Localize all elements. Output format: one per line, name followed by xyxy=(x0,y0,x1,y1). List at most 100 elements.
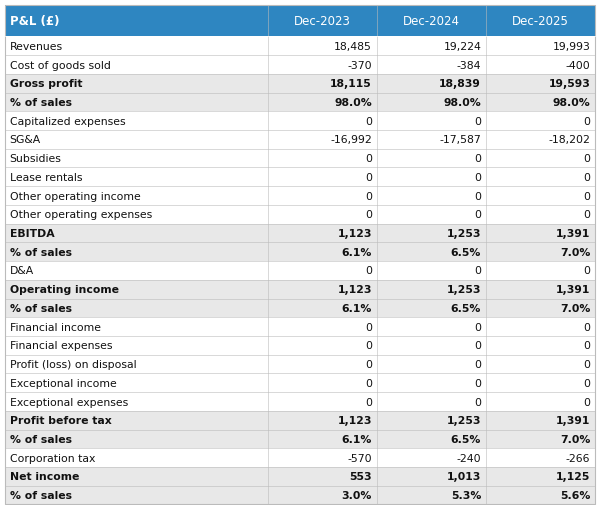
Text: 0: 0 xyxy=(583,378,590,388)
Bar xyxy=(5,486,595,504)
Text: Other operating expenses: Other operating expenses xyxy=(10,210,152,220)
Text: -370: -370 xyxy=(347,61,372,70)
Text: 0: 0 xyxy=(583,397,590,407)
Text: 1,123: 1,123 xyxy=(337,416,372,425)
Text: 19,593: 19,593 xyxy=(548,79,590,89)
Text: 19,993: 19,993 xyxy=(553,42,590,52)
Text: 0: 0 xyxy=(365,154,372,164)
Text: -570: -570 xyxy=(347,453,372,463)
Text: 5.3%: 5.3% xyxy=(451,490,481,500)
Text: 0: 0 xyxy=(474,378,481,388)
Text: 1,253: 1,253 xyxy=(446,285,481,294)
Text: 7.0%: 7.0% xyxy=(560,304,590,313)
Bar xyxy=(5,318,595,336)
Bar xyxy=(5,112,595,131)
Text: 1,391: 1,391 xyxy=(556,229,590,238)
Text: 0: 0 xyxy=(365,266,372,276)
Text: 0: 0 xyxy=(365,360,372,369)
Text: -240: -240 xyxy=(457,453,481,463)
Text: Subsidies: Subsidies xyxy=(10,154,61,164)
Bar xyxy=(486,6,595,37)
Bar xyxy=(5,224,595,243)
Bar xyxy=(5,6,268,37)
Text: -17,587: -17,587 xyxy=(439,135,481,145)
Bar xyxy=(5,168,595,187)
Text: 18,839: 18,839 xyxy=(439,79,481,89)
Bar xyxy=(5,93,595,112)
Text: 0: 0 xyxy=(583,210,590,220)
Text: 19,224: 19,224 xyxy=(443,42,481,52)
Text: 0: 0 xyxy=(474,173,481,182)
Text: 0: 0 xyxy=(474,322,481,332)
Bar xyxy=(5,411,595,430)
Text: Operating income: Operating income xyxy=(10,285,119,294)
Bar xyxy=(377,6,486,37)
Text: -384: -384 xyxy=(457,61,481,70)
Text: 1,123: 1,123 xyxy=(337,229,372,238)
Text: 6.5%: 6.5% xyxy=(451,304,481,313)
Text: 0: 0 xyxy=(474,191,481,201)
Text: 0: 0 xyxy=(365,341,372,350)
Text: -266: -266 xyxy=(566,453,590,463)
Text: Profit (loss) on disposal: Profit (loss) on disposal xyxy=(10,360,136,369)
Text: 1,253: 1,253 xyxy=(446,416,481,425)
Text: 7.0%: 7.0% xyxy=(560,434,590,444)
Bar xyxy=(5,149,595,168)
Text: 0: 0 xyxy=(583,322,590,332)
Text: P&L (£): P&L (£) xyxy=(10,15,59,28)
Text: % of sales: % of sales xyxy=(10,304,71,313)
Text: 7.0%: 7.0% xyxy=(560,247,590,257)
Text: Net income: Net income xyxy=(10,472,79,481)
Text: 18,115: 18,115 xyxy=(330,79,372,89)
Text: 1,125: 1,125 xyxy=(556,472,590,481)
Text: 6.5%: 6.5% xyxy=(451,247,481,257)
Text: Financial expenses: Financial expenses xyxy=(10,341,112,350)
Bar xyxy=(5,336,595,355)
Bar xyxy=(5,355,595,374)
Text: 0: 0 xyxy=(583,173,590,182)
Text: Other operating income: Other operating income xyxy=(10,191,140,201)
Text: Dec-2024: Dec-2024 xyxy=(403,15,460,28)
Text: 6.1%: 6.1% xyxy=(341,434,372,444)
Text: % of sales: % of sales xyxy=(10,247,71,257)
Text: Cost of goods sold: Cost of goods sold xyxy=(10,61,110,70)
Text: 0: 0 xyxy=(474,117,481,126)
Text: 0: 0 xyxy=(365,210,372,220)
Text: 0: 0 xyxy=(474,266,481,276)
Bar xyxy=(5,37,595,56)
Bar xyxy=(5,448,595,467)
Text: 0: 0 xyxy=(365,117,372,126)
Text: 3.0%: 3.0% xyxy=(341,490,372,500)
Text: 0: 0 xyxy=(365,191,372,201)
Text: 0: 0 xyxy=(365,322,372,332)
Bar xyxy=(5,430,595,448)
Bar xyxy=(5,75,595,93)
Text: Exceptional expenses: Exceptional expenses xyxy=(10,397,128,407)
Text: Dec-2023: Dec-2023 xyxy=(294,15,350,28)
Text: % of sales: % of sales xyxy=(10,434,71,444)
Text: 0: 0 xyxy=(474,210,481,220)
Text: 6.1%: 6.1% xyxy=(341,304,372,313)
Text: 6.1%: 6.1% xyxy=(341,247,372,257)
Text: 0: 0 xyxy=(474,341,481,350)
Text: 1,391: 1,391 xyxy=(556,416,590,425)
Text: 5.6%: 5.6% xyxy=(560,490,590,500)
Text: Exceptional income: Exceptional income xyxy=(10,378,116,388)
Text: 1,013: 1,013 xyxy=(447,472,481,481)
Bar xyxy=(5,299,595,318)
Text: 98.0%: 98.0% xyxy=(334,98,372,108)
Text: 0: 0 xyxy=(583,341,590,350)
Text: 553: 553 xyxy=(349,472,372,481)
Bar xyxy=(5,374,595,392)
Text: Capitalized expenses: Capitalized expenses xyxy=(10,117,125,126)
Text: -16,992: -16,992 xyxy=(330,135,372,145)
Text: 0: 0 xyxy=(474,154,481,164)
Text: -18,202: -18,202 xyxy=(548,135,590,145)
Text: 6.5%: 6.5% xyxy=(451,434,481,444)
Text: Profit before tax: Profit before tax xyxy=(10,416,112,425)
Text: Revenues: Revenues xyxy=(10,42,63,52)
Bar xyxy=(5,56,595,75)
Text: 1,391: 1,391 xyxy=(556,285,590,294)
Text: Financial income: Financial income xyxy=(10,322,101,332)
Bar xyxy=(268,6,377,37)
